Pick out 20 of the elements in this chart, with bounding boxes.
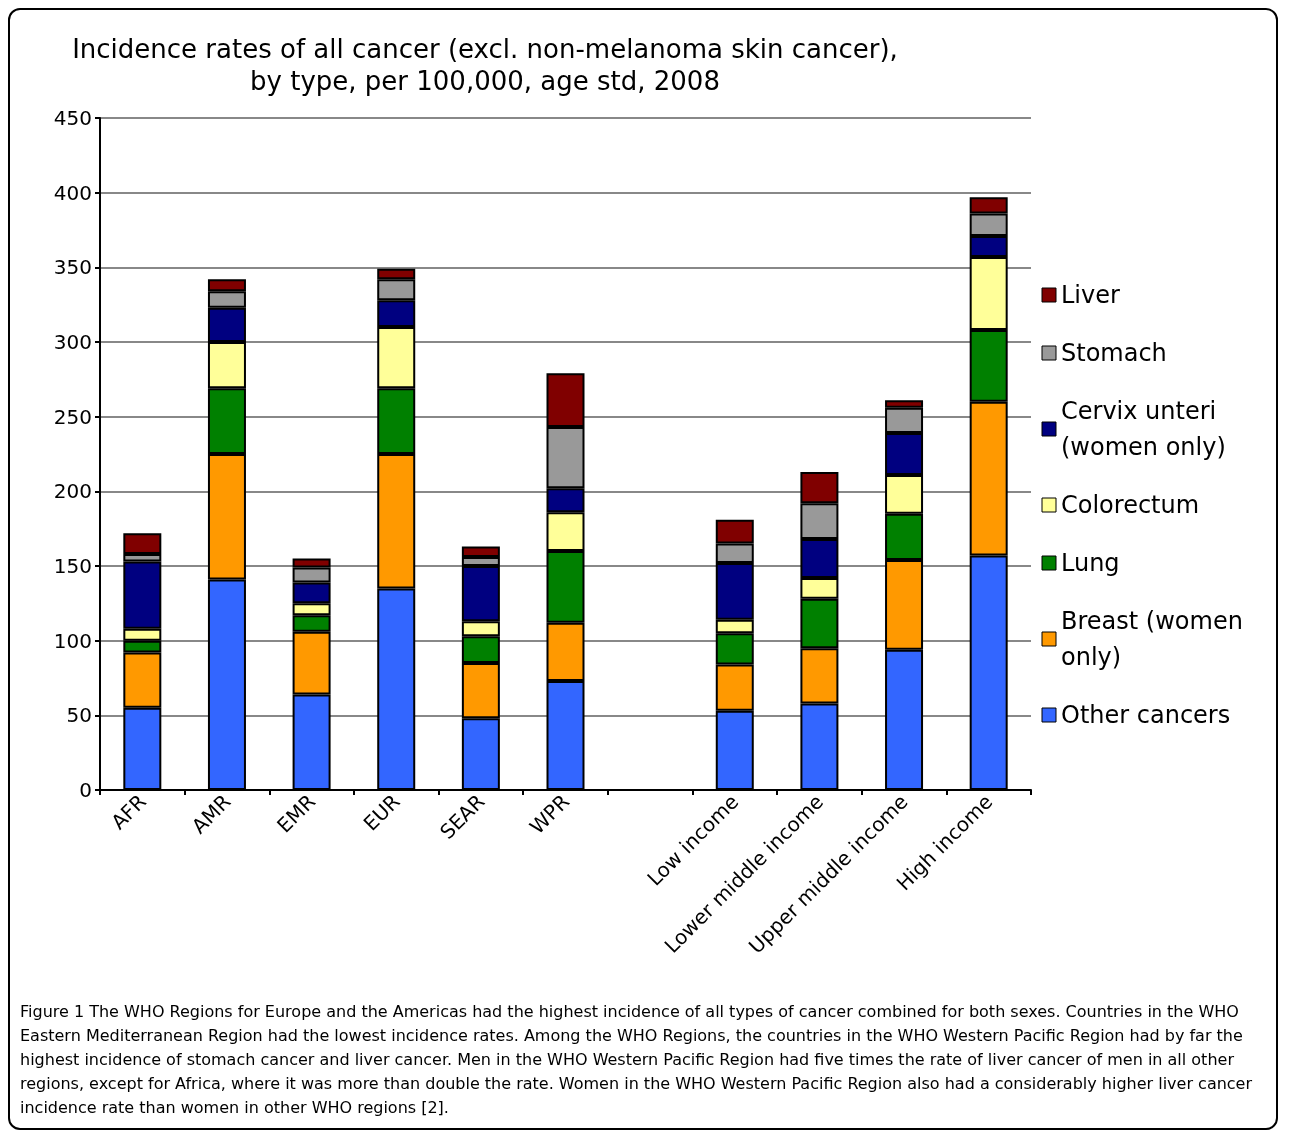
legend-label: Cervix unteri (women only) [1061,397,1226,461]
y-tick-label: 400 [53,180,92,205]
y-tick-label: 0 [79,778,92,802]
y-tick-label: 100 [53,628,92,653]
legend-label: Stomach [1061,339,1167,367]
legend-label: Liver [1061,281,1121,309]
legend-label: Lung [1061,549,1120,577]
y-tick-label: 50 [66,703,92,728]
legend-label: Breast (women only) [1061,607,1251,671]
chart-title: Incidence rates of all cancer (excl. non-melanoma skin cancer), by type, per 100,000, age std, 2008 [72,34,898,96]
y-tick-label: 350 [53,255,92,280]
y-tick-label: 150 [53,554,92,578]
y-tick-label: 200 [53,479,92,504]
caption: Figure 1 The WHO Regions for Europe and the Americas had the highest incidence of all types of cancer combined for both sexes. Countries in the WHO Eastern Mediterranean Region had the lowest incidence rates. Among the WHO Regions, the countries in the WHO Western Pacific Region had by far the highest incidence of stomach cancer and liver cancer. Men in the WHO Western Pacific Region had five times the rate of liver cancer of men in all other regions, except for Africa, where it was more than double the rate. Women in the WHO Western Pacific Region also had a considerably higher liver cancer incidence rate than women in other WHO regions [2]. [19,1001,1254,1119]
legend-label: Other cancers [1061,701,1231,729]
y-tick-label: 250 [53,404,92,429]
legend-label: Colorectum [1061,491,1200,519]
y-tick-label: 300 [53,330,92,354]
x-tick-label: AFR [106,789,151,835]
y-tick-label: 450 [53,106,92,130]
